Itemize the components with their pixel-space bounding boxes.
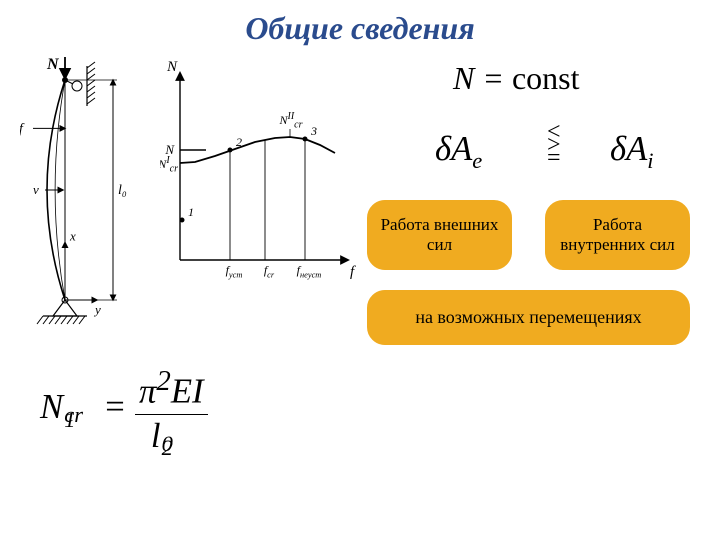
svg-text:2: 2	[236, 135, 242, 149]
svg-text:l₀: l₀	[118, 183, 127, 198]
comparator-symbols: <>=	[547, 126, 561, 166]
svg-text:y: y	[93, 302, 101, 317]
slide-root: Общие сведения N = const δAe <>= δAi Раб…	[0, 0, 720, 540]
svg-text:f: f	[20, 121, 25, 136]
page-title: Общие сведения	[0, 10, 720, 47]
column-buckling-diagram: Nf v x y l₀	[20, 55, 150, 335]
equation-dAe: δAe	[435, 130, 482, 174]
equation-n-const: N = const	[453, 60, 579, 97]
formula-ncr: N1cr = π2EIl20	[40, 365, 208, 456]
svg-text:1: 1	[188, 205, 194, 219]
svg-text:N: N	[46, 56, 60, 73]
svg-text:N: N	[166, 59, 178, 75]
svg-text:x: x	[69, 228, 76, 243]
equation-dAi: δAi	[610, 130, 654, 174]
svg-text:3: 3	[310, 124, 317, 138]
badge-virtual-displacements: на возможных перемещениях	[367, 290, 690, 345]
load-displacement-graph: NfNNIcrNIIcrfустfcrfнеуст123	[160, 55, 360, 305]
badge-external-work: Работа внешних сил	[367, 200, 512, 270]
svg-text:v: v	[33, 182, 39, 197]
svg-text:f: f	[350, 264, 356, 280]
badge-internal-work: Работа внутренних сил	[545, 200, 690, 270]
